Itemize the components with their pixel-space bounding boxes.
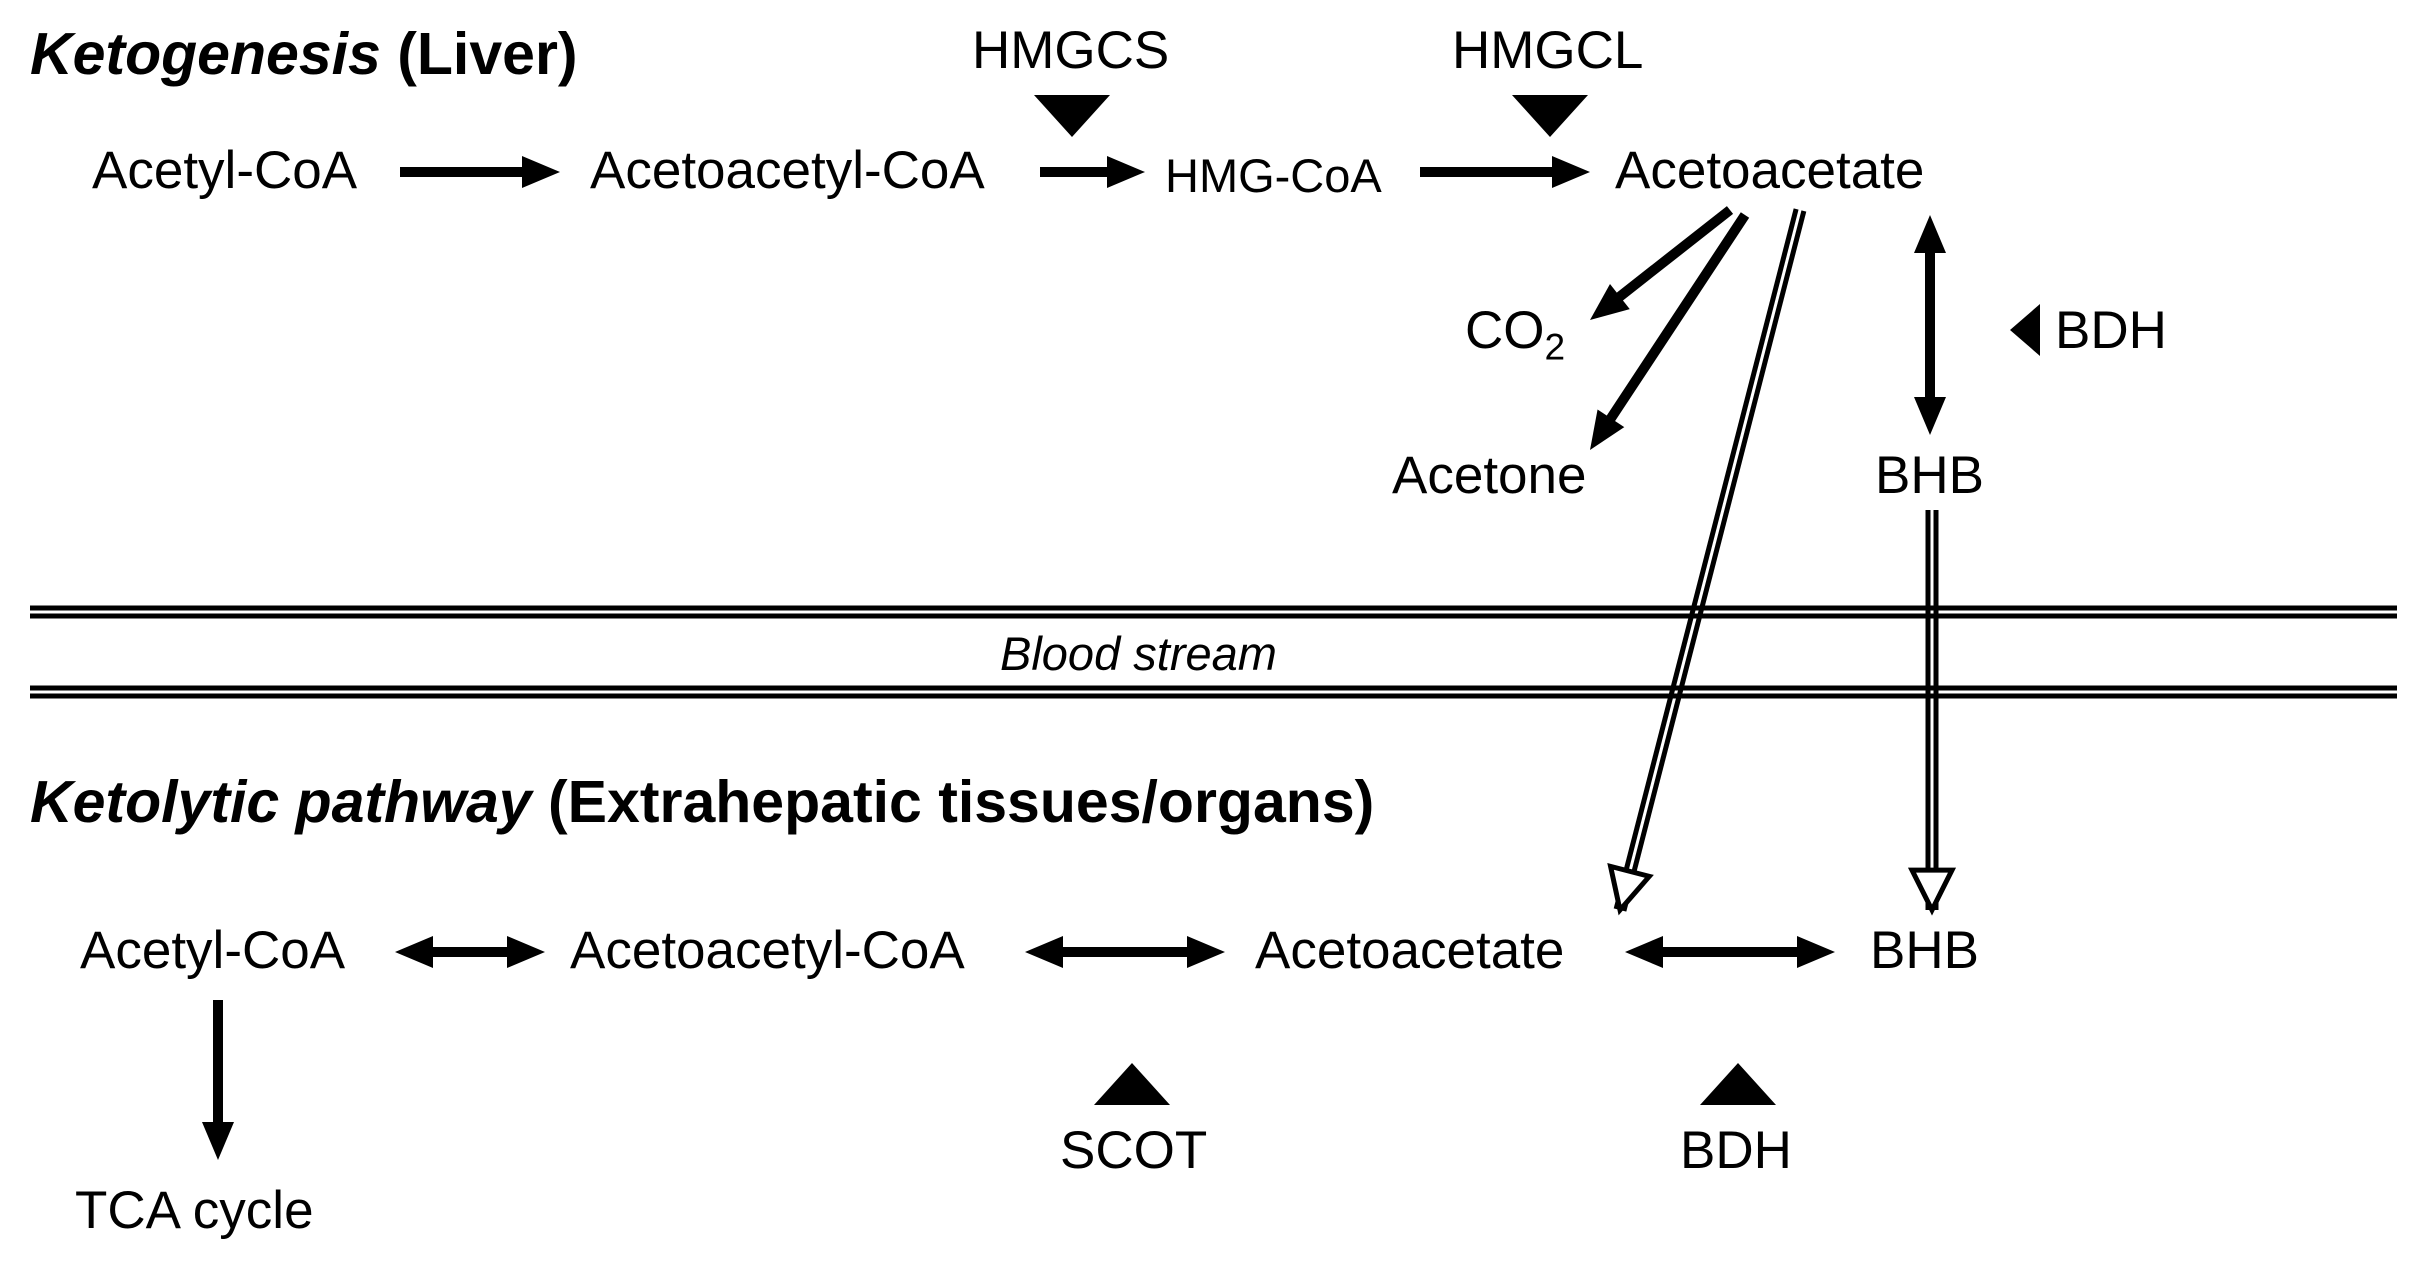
title-ketogenesis-italic: Ketogenesis <box>30 21 381 87</box>
node-acetoacetyl-coa-top: Acetoacetyl-CoA <box>590 140 985 201</box>
node-acetyl-coa-top: Acetyl-CoA <box>92 140 357 201</box>
enzyme-scot: SCOT <box>1060 1120 1207 1181</box>
title-ketolytic-italic: Ketolytic pathway <box>30 769 532 835</box>
title-ketogenesis-rest: (Liver) <box>381 21 578 87</box>
title-ketolytic: Ketolytic pathway (Extrahepatic tissues/… <box>30 768 1374 836</box>
title-ketolytic-rest: (Extrahepatic tissues/organs) <box>532 769 1375 835</box>
node-acetoacetate-bot: Acetoacetate <box>1255 920 1564 981</box>
enzyme-bdh-top: BDH <box>2055 300 2167 361</box>
node-bhb-bot: BHB <box>1870 920 1979 981</box>
enzyme-bdh-bot: BDH <box>1680 1120 1792 1181</box>
node-acetoacetyl-coa-bot: Acetoacetyl-CoA <box>570 920 965 981</box>
node-acetone: Acetone <box>1392 445 1586 506</box>
node-co2: CO2 <box>1465 300 1565 369</box>
title-ketogenesis: Ketogenesis (Liver) <box>30 20 578 88</box>
co2-text: CO <box>1465 301 1545 360</box>
diagram-stage: Ketogenesis (Liver) Acetyl-CoA Acetoacet… <box>0 0 2427 1285</box>
enzyme-hmgcs: HMGCS <box>972 20 1169 81</box>
co2-sub: 2 <box>1545 326 1566 368</box>
bloodstream-label: Blood stream <box>1000 626 1277 681</box>
enzyme-hmgcl: HMGCL <box>1452 20 1643 81</box>
node-bhb-top: BHB <box>1875 445 1984 506</box>
node-acetoacetate-top: Acetoacetate <box>1615 140 1924 201</box>
node-tca-cycle: TCA cycle <box>75 1180 314 1241</box>
node-hmg-coa: HMG-CoA <box>1165 148 1382 203</box>
node-acetyl-coa-bot: Acetyl-CoA <box>80 920 345 981</box>
